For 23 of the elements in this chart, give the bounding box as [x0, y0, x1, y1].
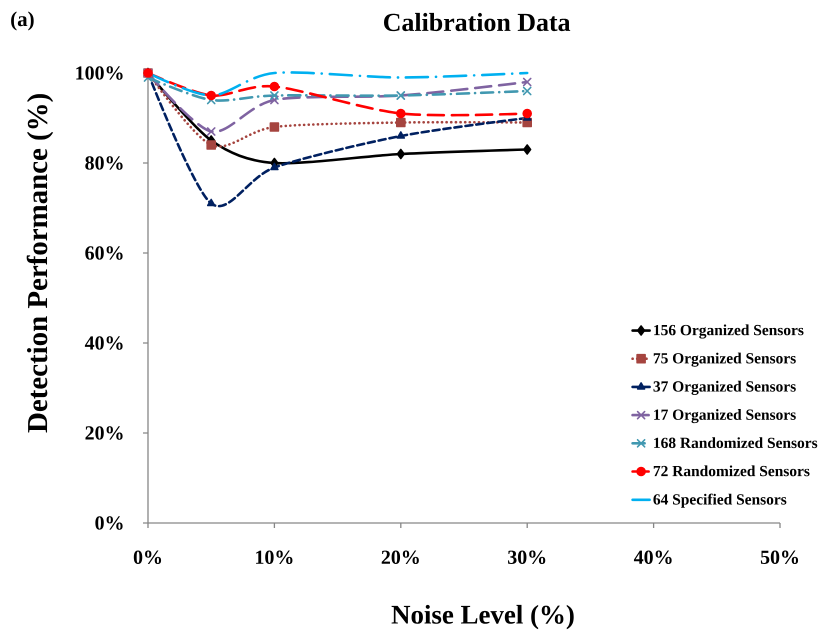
x-tick-label: 40%	[634, 550, 672, 564]
legend-label: 17 Organized Sensors	[654, 409, 796, 424]
y-tick-label: 100%	[76, 66, 123, 80]
x-axis-title: Noise Level (%)	[392, 604, 574, 630]
legend-label: 168 Randomized Sensors	[654, 437, 818, 448]
legend-label: 37 Organized Sensors	[653, 380, 796, 395]
y-tick-label: 40%	[84, 336, 123, 350]
y-axis-title: Detection Performance (%)	[26, 94, 54, 432]
y-tick-label: 80%	[85, 156, 123, 170]
legend-label: 64 Specified Sensors	[653, 494, 786, 508]
x-tick-label: 20%	[382, 550, 419, 564]
x-tick-label: 50%	[760, 550, 798, 564]
y-tick-label: 60%	[85, 246, 123, 260]
legend-label: 156 Organized Sensors	[654, 324, 804, 339]
y-tick-label: 0%	[95, 516, 123, 530]
y-tick-label: 20%	[85, 426, 123, 440]
legend-label: 72 Randomized Sensors	[654, 465, 810, 476]
x-tick-label: 0%	[134, 550, 162, 564]
x-tick-label: 10%	[256, 550, 292, 564]
chart-title: Calibration Data	[384, 12, 570, 32]
x-tick-label: 30%	[508, 550, 546, 564]
text: (a)	[11, 12, 34, 30]
legend-label: 75 Organized Sensors	[654, 352, 796, 367]
